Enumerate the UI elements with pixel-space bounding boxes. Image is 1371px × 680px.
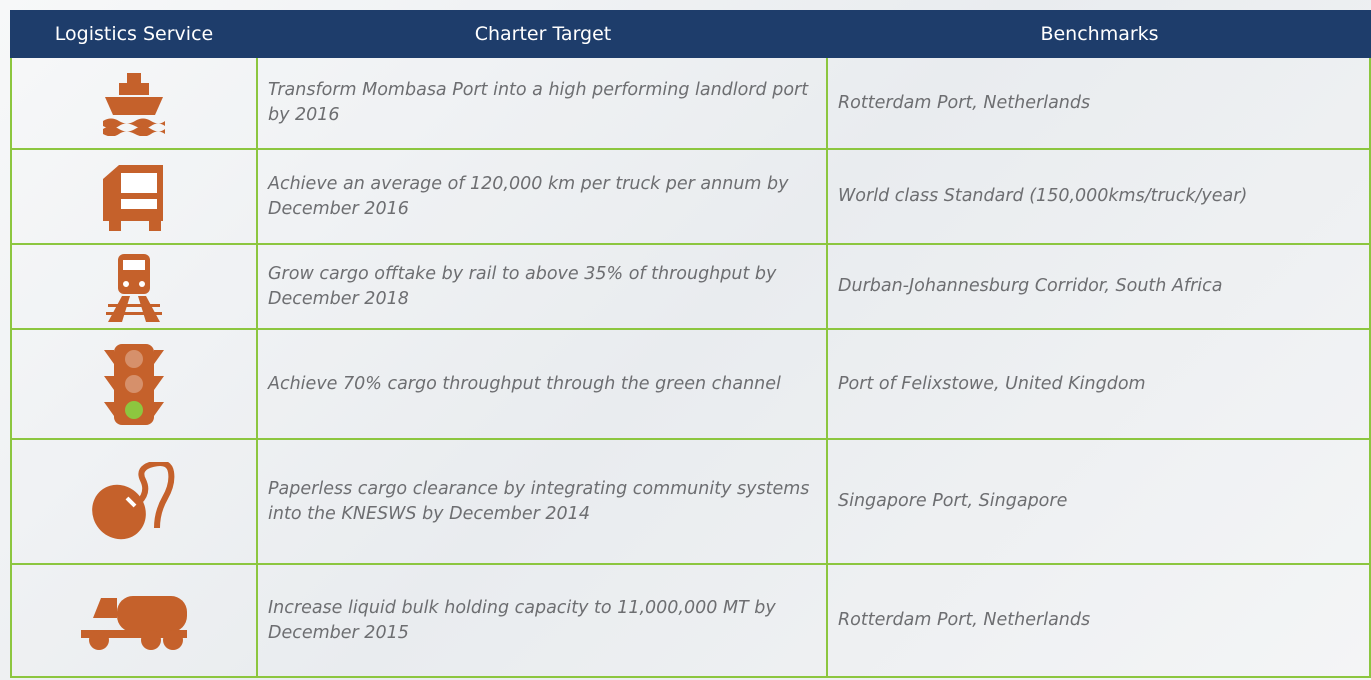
header-cell: Charter Target [258, 10, 828, 58]
benchmark: World class Standard (150,000kms/truck/y… [828, 150, 1371, 245]
service-icon [10, 150, 258, 245]
header-cell: Logistics Service [10, 10, 258, 58]
service-icon [10, 565, 258, 678]
benchmark: Singapore Port, Singapore [828, 440, 1371, 565]
service-icon [10, 330, 258, 440]
charter-target: Increase liquid bulk holding capacity to… [258, 565, 828, 678]
charter-target: Transform Mombasa Port into a high perfo… [258, 58, 828, 150]
benchmark: Port of Felixstowe, United Kingdom [828, 330, 1371, 440]
benchmark: Rotterdam Port, Netherlands [828, 565, 1371, 678]
charter-target: Achieve 70% cargo throughput through the… [258, 330, 828, 440]
service-icon [10, 245, 258, 330]
service-icon [10, 58, 258, 150]
header-cell: Benchmarks [828, 10, 1371, 58]
benchmark: Rotterdam Port, Netherlands [828, 58, 1371, 150]
charter-target: Achieve an average of 120,000 km per tru… [258, 150, 828, 245]
charter-target: Paperless cargo clearance by integrating… [258, 440, 828, 565]
charter-table: Logistics Service Charter Target Benchma… [10, 10, 1371, 678]
service-icon [10, 440, 258, 565]
benchmark: Durban-Johannesburg Corridor, South Afri… [828, 245, 1371, 330]
charter-target: Grow cargo offtake by rail to above 35% … [258, 245, 828, 330]
